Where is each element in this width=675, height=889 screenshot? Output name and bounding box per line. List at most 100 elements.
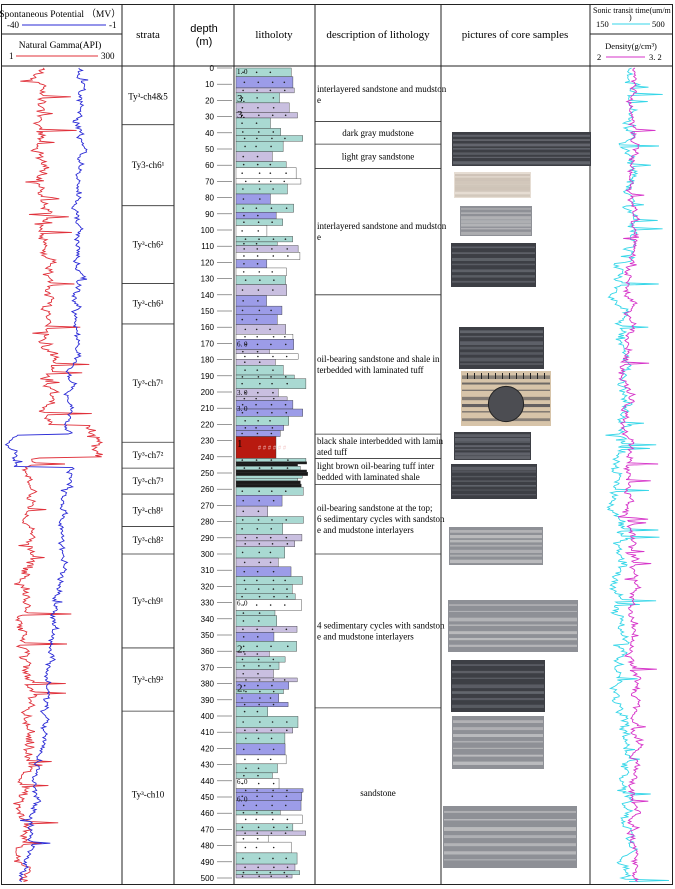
bed-thickness-label: 6. 0 [237,778,248,786]
core-photo-band [455,190,530,193]
lithology-grain [241,432,243,435]
lithology-grain [272,579,275,582]
lithology-grain [256,536,258,539]
lithology-grain [272,397,275,400]
core-photo-band [452,475,536,478]
lithology-bed [235,610,276,616]
lithology-bed [235,615,277,627]
lithology-grain [242,721,244,723]
lithology-grain [242,198,245,200]
core-photo-band [449,624,577,627]
lithology-bed [235,523,283,535]
lithology-bed [235,416,289,426]
core-photo-band [453,143,590,147]
lithology-grain [241,289,244,291]
scale-tick [495,373,496,379]
lithology-grain [258,180,261,183]
lithology-grain [272,238,275,240]
lithology-grain [283,604,286,606]
depth-tick-label: 250 [201,469,215,478]
lithology-grain [244,145,246,148]
lithology-grain [285,857,287,860]
depth-tick-label: 500 [201,874,215,883]
lithology-description: interlayered sandstone and mudston e [317,221,447,242]
depth-tick-label: 330 [201,599,215,608]
lithology-grain [255,242,258,245]
lithology-bed [235,584,293,594]
scale-tick [488,373,489,379]
lithology-grain [271,271,274,273]
core-photo-band [452,252,535,255]
lithology-grain [284,490,287,493]
lithology-grain [256,432,259,435]
core-photo-band [452,704,544,708]
lithology-grain [257,519,260,521]
ac-axis-max: 500 [652,19,665,29]
core-photo-band [450,530,542,533]
lithology-grain [241,519,244,521]
lithology-grain [242,620,245,622]
lithology-grain [245,737,247,740]
lithology-grain [243,262,245,265]
lithology-grain [271,427,274,429]
lithology-grain [256,832,259,834]
strata-label: Ty³-ch4&5 [128,91,168,101]
lithology-grain [242,857,244,860]
lithology-bed [235,754,287,765]
lithology-grain [242,271,245,273]
lithology-column: # # # # # #1. 03.3.6. 03. 03. 016. 02.2.6. 06… [235,67,314,879]
lithology-grain [272,289,274,291]
lithology-grain [241,658,244,661]
core-cross-section [487,385,525,423]
lithology-grain [270,432,273,435]
lithology-grain [257,510,260,513]
depth-unit: (m) [196,36,213,48]
lithology-grain [255,145,257,148]
lithology-grain [245,679,247,681]
lithology-grain [244,180,247,183]
lithology-grain [287,255,289,257]
lithology-grain [244,832,246,834]
lithology-grain [257,355,259,358]
depth-tick-label: 490 [201,858,215,867]
lithology-grain [283,89,286,92]
core-photo-band [450,554,542,557]
lithology-grain [270,376,272,378]
lithology-grain [241,376,244,378]
lithology-description: light gray sandstone [342,151,415,161]
depth-header: depth [190,23,218,35]
lithology-bed [235,661,280,670]
lithology-grain [273,866,275,869]
core-photo-band [452,246,535,249]
lithology-grain [243,467,246,469]
shale-pattern-mark: # [273,445,276,451]
lithology-grain [241,551,244,554]
lithology-grain [244,536,247,539]
depth-tick-label: 400 [201,712,215,721]
lithology-grain [272,857,274,860]
lithology-grain [245,690,247,693]
lithology-grain [244,369,246,371]
core-photo-band [452,489,536,491]
lithology-grain [272,846,275,849]
lithology-grain [271,811,273,814]
lithology-grain [286,595,288,598]
lithology-grain [270,309,272,312]
strata-label: Ty³-ch9¹ [133,596,164,606]
core-photo-band [452,257,535,262]
lithology-bed [235,284,287,296]
core-photo-6 [461,371,551,426]
core-photo-band [444,843,576,847]
lithology-grain [256,570,259,573]
lithology-description: 4 sedimentary cycles with sandston e and … [317,620,445,641]
core-photo-band [444,835,576,839]
core-photo-band [452,269,535,273]
lithology-grain [272,748,275,751]
core-photo-band [460,335,543,338]
lithology-grain [242,188,244,190]
core-photo-band [455,441,530,443]
lithology-grain [258,467,261,469]
lithology-grain [241,795,244,798]
lithology-grain [257,866,259,869]
lithology-description: oil-bearing sandstone and shale in terbed… [317,354,440,375]
